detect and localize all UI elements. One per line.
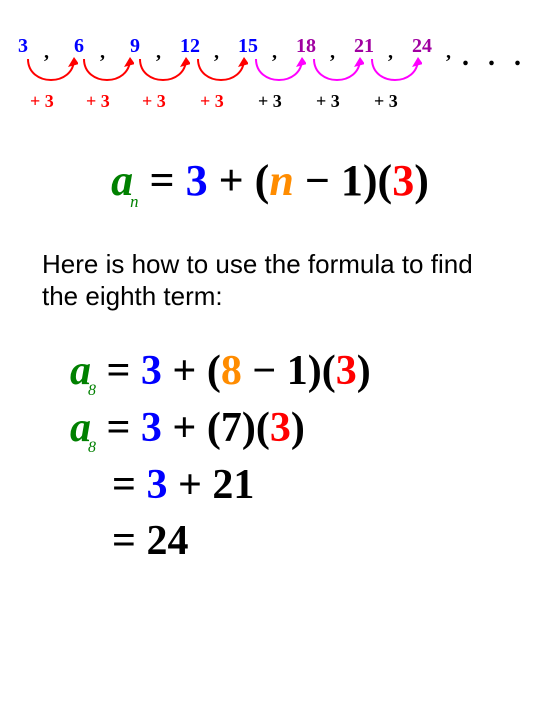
expr-part: 3 — [141, 405, 162, 451]
formula-lparen: ( — [255, 156, 270, 205]
work-row: = 24 — [70, 513, 540, 570]
equals-sign: = — [102, 518, 147, 564]
expr-part: 7 — [221, 405, 242, 451]
expr-part: 8 — [221, 348, 242, 394]
formula-minus: − — [294, 156, 341, 205]
expr-part: ( — [207, 348, 221, 394]
expr-part: 3 — [336, 348, 357, 394]
lhs-subscript: 8 — [88, 439, 96, 456]
expr-part: + — [167, 462, 212, 508]
sequence-term: 15 — [238, 35, 258, 58]
step-label: + 3 — [316, 91, 340, 112]
expr-part: ) — [291, 405, 305, 451]
sequence-comma: , — [446, 41, 451, 64]
sequence-ellipsis: . . . — [462, 41, 527, 73]
sequence-term: 18 — [296, 35, 316, 58]
step-label: + 3 — [374, 91, 398, 112]
formula-lparen2: ( — [378, 156, 393, 205]
expr-part: )( — [308, 348, 336, 394]
step-arc-icon — [136, 57, 190, 91]
step-label: + 3 — [30, 91, 54, 112]
work-row: a8 = 3 + (8 − 1)(3) — [70, 343, 540, 400]
formula-rparen2: ) — [414, 156, 429, 205]
sequence-term: 3 — [18, 35, 28, 58]
formula-first-term: 3 — [186, 156, 208, 205]
step-arc-icon — [80, 57, 134, 91]
formula-d: 3 — [392, 156, 414, 205]
expr-part: )( — [242, 405, 270, 451]
step-label: + 3 — [86, 91, 110, 112]
formula-rparen: ) — [363, 156, 378, 205]
general-formula: an = 3 + (n − 1)(3) — [0, 155, 540, 210]
formula-one: 1 — [341, 156, 363, 205]
step-arc-icon — [310, 57, 364, 91]
work-row: a8 = 3 + (7)(3) — [70, 400, 540, 457]
indent-spacer — [70, 462, 102, 508]
expr-part: 3 — [270, 405, 291, 451]
equals-sign: = — [96, 405, 141, 451]
sequence-term: 21 — [354, 35, 374, 58]
sequence-term: 9 — [130, 35, 140, 58]
expr-part: 24 — [146, 518, 188, 564]
indent-spacer — [70, 518, 102, 564]
formula-n: n — [269, 156, 293, 205]
step-arc-icon — [24, 57, 78, 91]
step-arc-icon — [368, 57, 422, 91]
expr-part: 21 — [212, 462, 254, 508]
expr-part: ( — [207, 405, 221, 451]
formula-eq: = — [139, 156, 186, 205]
expr-part: 3 — [141, 348, 162, 394]
sequence-term: 24 — [412, 35, 432, 58]
step-label: + 3 — [142, 91, 166, 112]
worked-example: a8 = 3 + (8 − 1)(3)a8 = 3 + (7)(3) = 3 +… — [70, 343, 540, 570]
expr-part: 1 — [287, 348, 308, 394]
expr-part: ) — [357, 348, 371, 394]
step-label: + 3 — [200, 91, 224, 112]
step-arc-icon — [194, 57, 248, 91]
sequence-term: 12 — [180, 35, 200, 58]
explanation-text: Here is how to use the formula to find t… — [42, 248, 502, 313]
work-row: = 3 + 21 — [70, 457, 540, 514]
expr-part: − — [242, 348, 287, 394]
formula-sub-n: n — [130, 192, 138, 211]
equals-sign: = — [96, 348, 141, 394]
formula-plus: + — [208, 156, 255, 205]
lhs-subscript: 8 — [88, 382, 96, 399]
sequence-diagram: 3691215182124,,,,,,,,. . .+ 3+ 3+ 3+ 3+ … — [0, 35, 540, 125]
step-label: + 3 — [258, 91, 282, 112]
expr-part: + — [162, 405, 207, 451]
sequence-term: 6 — [74, 35, 84, 58]
expr-part: + — [162, 348, 207, 394]
expr-part: 3 — [146, 462, 167, 508]
equals-sign: = — [102, 462, 147, 508]
step-arc-icon — [252, 57, 306, 91]
